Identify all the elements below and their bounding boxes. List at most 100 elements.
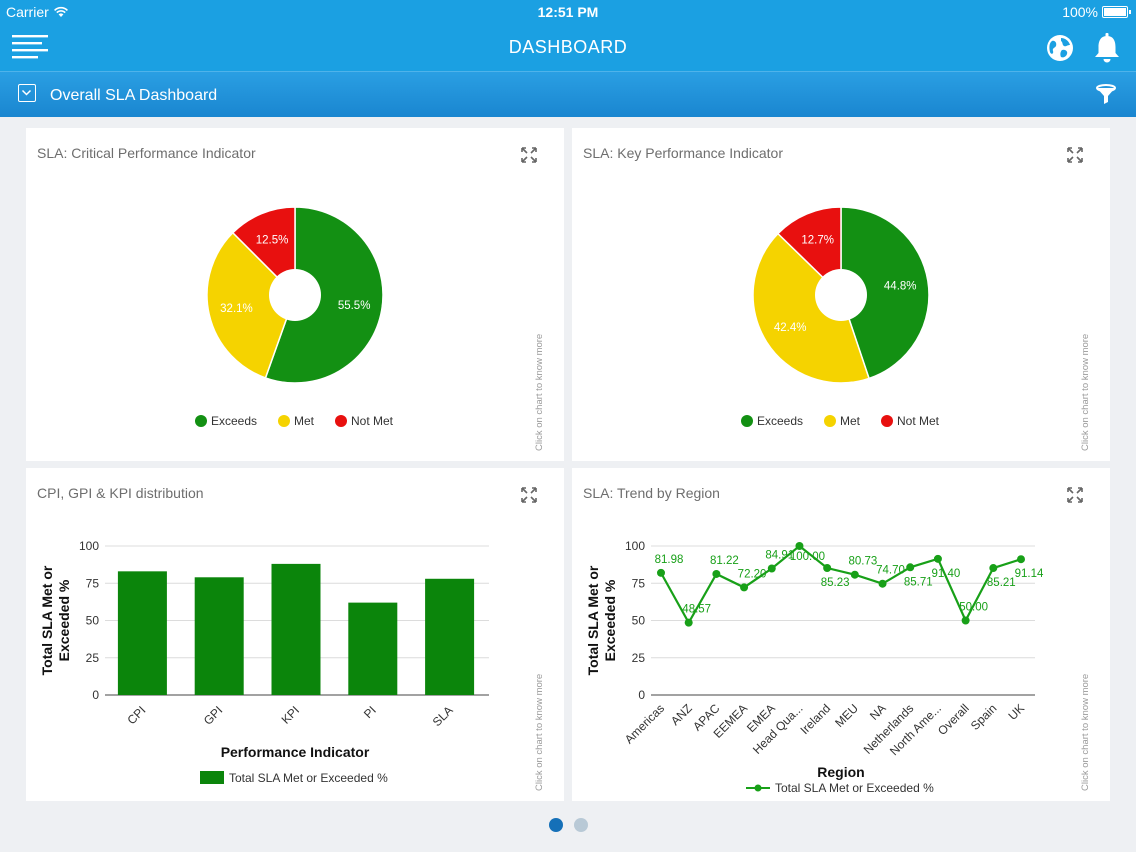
y-tick-label: 0 <box>638 688 645 702</box>
data-point <box>823 564 832 573</box>
hamburger-menu-icon[interactable] <box>12 33 50 63</box>
page-indicator <box>0 818 1136 832</box>
legend-swatch <box>881 415 893 427</box>
x-axis-title: Region <box>817 764 864 780</box>
status-bar: Carrier 12:51 PM 100% <box>0 0 1136 24</box>
bell-icon[interactable] <box>1092 32 1122 64</box>
pie-hole <box>269 269 321 321</box>
expand-icon[interactable] <box>520 486 538 504</box>
data-label: 74.70 <box>876 565 905 577</box>
x-tick-label: SLA <box>430 703 456 729</box>
trend-line-chart[interactable]: 025507510081.98Americas48.57ANZ81.22APAC… <box>572 468 1082 801</box>
y-axis-title-line: Total SLA Met or <box>585 565 601 675</box>
legend-swatch <box>278 415 290 427</box>
x-tick-label: KPI <box>279 703 303 727</box>
expand-icon[interactable] <box>1066 146 1084 164</box>
click-hint: Click on chart to know more <box>1080 673 1091 791</box>
data-point <box>878 579 887 588</box>
kpi-pie-card[interactable]: SLA: Key Performance Indicator 44.8% 42.4… <box>572 128 1110 461</box>
data-label: 85.71 <box>904 576 933 588</box>
y-axis-title-line: Total SLA Met or <box>39 565 55 675</box>
legend-swatch-marker <box>754 784 762 792</box>
distribution-bar-chart[interactable]: 0 25 50 75 100 CPI GPI KPI PI SLA Performance Indi… <box>26 468 536 801</box>
clock: 12:51 PM <box>537 4 599 20</box>
y-axis-title: Total SLA Met orExceeded % <box>39 565 72 675</box>
x-tick-label: Overall <box>935 701 972 738</box>
click-hint: Click on chart to know more <box>534 673 545 791</box>
trend-line <box>660 544 1022 625</box>
distribution-bar-card[interactable]: CPI, GPI & KPI distribution 0 25 50 75 100 CP… <box>26 468 564 801</box>
data-label: 91.14 <box>1015 568 1044 580</box>
legend-label: Exceeds <box>211 414 257 428</box>
y-axis-title-line: Exceeded % <box>602 579 618 661</box>
page-dot-1[interactable] <box>548 818 563 832</box>
data-point <box>767 564 776 573</box>
data-point <box>933 554 942 563</box>
card-title: SLA: Critical Performance Indicator <box>37 145 256 161</box>
page-dot-2[interactable] <box>573 818 588 832</box>
legend-swatch <box>824 415 836 427</box>
wifi-icon <box>53 6 68 17</box>
data-label: 80.73 <box>848 556 877 568</box>
x-tick-label: Spain <box>968 701 1000 733</box>
dashboard-selector-toggle[interactable] <box>18 84 36 102</box>
x-tick-label: Americas <box>622 701 667 746</box>
data-label: 72.20 <box>738 568 767 580</box>
bar-gpi <box>194 577 244 695</box>
bar-cpi <box>117 571 167 695</box>
carrier-status: Carrier <box>6 4 69 20</box>
bar-sla <box>425 578 475 695</box>
battery-label: 100% <box>1062 4 1098 20</box>
kpi-pie-chart[interactable]: 44.8% 42.4% 12.7% Exceeds Met Not Met <box>572 128 1082 461</box>
slice-value-label: 42.4% <box>774 322 807 334</box>
slice-value-label: 32.1% <box>220 303 253 315</box>
battery-icon <box>1102 6 1131 18</box>
data-label: 85.23 <box>821 577 850 589</box>
legend-swatch <box>335 415 347 427</box>
dashboard-title[interactable]: Overall SLA Dashboard <box>50 87 218 104</box>
legend-swatch <box>200 771 224 784</box>
trend-line-card[interactable]: SLA: Trend by Region 0 25 50 75 100 81.98 Amer… <box>572 468 1110 801</box>
slice-value-label: 12.5% <box>256 235 289 247</box>
data-label: 48.57 <box>682 604 711 616</box>
bar-kpi <box>271 563 321 695</box>
x-axis-title: Performance Indicator <box>221 744 370 760</box>
y-tick-label: 100 <box>625 539 645 553</box>
x-tick-label: GPI <box>201 703 226 728</box>
cpi-pie-card[interactable]: SLA: Critical Performance Indicator 55.5… <box>26 128 564 461</box>
cpi-pie-chart[interactable]: 55.5% 32.1% 12.5% Exceeds Met Not Met <box>26 128 536 461</box>
expand-icon[interactable] <box>1066 486 1084 504</box>
slice-value-label: 12.7% <box>801 235 834 247</box>
data-point <box>906 563 915 572</box>
data-point <box>740 583 749 592</box>
pie-slice-exceeds <box>264 206 384 384</box>
data-label: 81.22 <box>710 555 739 567</box>
pie-slice-met <box>752 232 870 384</box>
data-point <box>684 618 693 627</box>
card-title: SLA: Key Performance Indicator <box>583 145 783 161</box>
legend-label: Met <box>294 414 315 428</box>
y-tick-label: 25 <box>632 651 646 665</box>
filter-icon[interactable] <box>1095 84 1117 106</box>
data-point <box>1017 555 1025 564</box>
data-label: 100.00 <box>790 551 825 563</box>
data-point <box>795 542 804 550</box>
click-hint: Click on chart to know more <box>534 333 545 451</box>
battery-status: 100% <box>1062 4 1131 20</box>
data-point <box>657 568 665 577</box>
x-tick-label: NA <box>867 701 889 723</box>
expand-icon[interactable] <box>520 146 538 164</box>
legend-label: Not Met <box>897 414 940 428</box>
legend-label: Total SLA Met or Exceeded % <box>229 771 388 785</box>
y-axis-title-line: Exceeded % <box>56 579 72 661</box>
data-label: 85.21 <box>987 577 1016 589</box>
click-hint: Click on chart to know more <box>1080 333 1091 451</box>
pie-slice-not-met <box>231 206 296 297</box>
data-point <box>989 564 998 573</box>
y-tick-label: 75 <box>86 576 100 590</box>
legend-label: Met <box>840 414 861 428</box>
nav-bar: DASHBOARD <box>0 24 1136 71</box>
y-tick-label: 75 <box>632 576 646 590</box>
x-tick-label: UK <box>1005 701 1027 723</box>
globe-icon[interactable] <box>1046 34 1074 62</box>
